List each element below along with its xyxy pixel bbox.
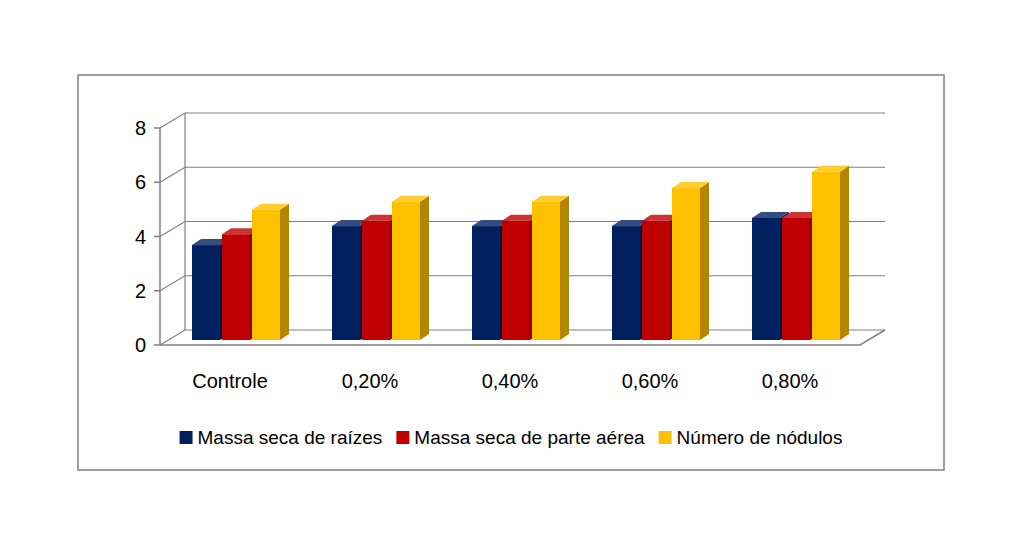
x-tick-label: 0,60% — [622, 370, 679, 392]
bar-front — [472, 226, 500, 340]
y-tick — [154, 182, 160, 184]
bar-side — [280, 204, 289, 340]
bar-top — [812, 166, 849, 172]
bar-front — [192, 245, 220, 340]
bar-front — [752, 218, 780, 340]
y-tick — [154, 236, 160, 238]
bar-side — [840, 166, 849, 340]
bar-front — [642, 221, 670, 340]
bar-front — [672, 188, 700, 340]
legend: Massa seca de raízes Massa seca de parte … — [180, 427, 843, 448]
y-tick — [154, 344, 160, 346]
x-tick-label: 0,80% — [762, 370, 819, 392]
bar-side — [420, 196, 429, 340]
grid-line — [160, 113, 885, 128]
bar-side — [700, 182, 709, 340]
grid — [154, 113, 885, 345]
bar-top — [252, 204, 289, 210]
bar-top — [532, 196, 569, 202]
y-tick-label: 2 — [135, 280, 146, 302]
chart: 0 2 4 6 8 Controle 0,20% 0,40% 0,60% 0,80% Massa s… — [0, 0, 1024, 549]
bar-top — [672, 182, 709, 188]
y-tick-label: 0 — [135, 334, 146, 356]
bar-top — [392, 196, 429, 202]
bar-front — [612, 226, 640, 340]
grid-line — [160, 167, 885, 182]
bar — [812, 166, 849, 340]
bar-front — [332, 226, 360, 340]
bar-side — [560, 196, 569, 340]
bars — [192, 166, 849, 340]
x-tick-label: 0,40% — [482, 370, 539, 392]
bar-front — [532, 202, 560, 340]
x-tick-label: Controle — [192, 370, 268, 392]
bar — [252, 204, 289, 340]
bar-front — [782, 218, 810, 340]
bar — [532, 196, 569, 340]
frame — [78, 75, 944, 470]
bar-front — [252, 210, 280, 340]
y-tick-label: 4 — [135, 226, 146, 248]
y-tick — [154, 290, 160, 292]
legend-label: Massa seca de parte aérea — [414, 427, 645, 448]
legend-label: Número de nódulos — [677, 427, 843, 448]
bar-front — [362, 221, 390, 340]
x-tick-label: 0,20% — [342, 370, 399, 392]
bar-front — [812, 172, 840, 340]
bar-front — [222, 234, 250, 340]
legend-swatch — [659, 431, 672, 444]
y-tick-label: 8 — [135, 117, 146, 139]
bar — [392, 196, 429, 340]
legend-swatch — [180, 431, 193, 444]
bar — [672, 182, 709, 340]
y-tick — [154, 127, 160, 129]
bar-front — [502, 221, 530, 340]
legend-label: Massa seca de raízes — [198, 427, 383, 448]
bar-front — [392, 202, 420, 340]
y-tick-label: 6 — [135, 171, 146, 193]
legend-swatch — [396, 431, 409, 444]
